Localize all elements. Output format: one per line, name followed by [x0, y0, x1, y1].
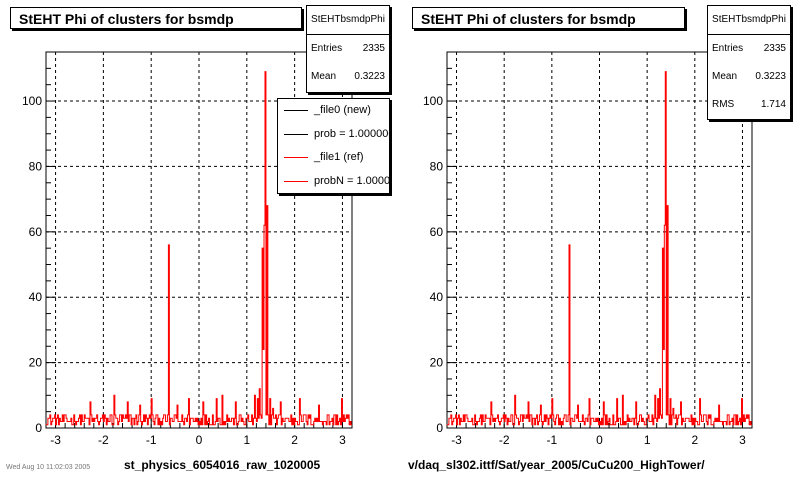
legend-label-probn: probN = 1.000000: [314, 174, 390, 187]
left-legend: _file0 (new) prob = 1.000000 _file1 (ref…: [277, 98, 390, 194]
histogram-line: [46, 71, 352, 426]
legend-label-prob: prob = 1.000000: [314, 127, 390, 140]
legend-entry-probn: probN = 1.000000: [278, 170, 389, 194]
x-tick-label: 2: [291, 433, 298, 447]
left-plot-title: StEHT Phi of clusters for bsmdp: [10, 7, 302, 29]
x-tick-label: -1: [547, 433, 558, 447]
right-entries-label: Entries: [712, 43, 744, 54]
right-mean-label: Mean: [712, 71, 738, 82]
right-stats-rms-row: RMS 1.714: [708, 91, 790, 119]
x-tick-label: 0: [196, 433, 203, 447]
right-x-axis-title: v/daq_sl302.ittf/Sat/year_2005/CuCu200_H…: [408, 458, 705, 472]
left-stats-mean-row: Mean 0.3223: [307, 63, 389, 91]
left-x-axis-title: st_physics_6054016_raw_1020005: [124, 458, 321, 472]
x-tick-label: -2: [499, 433, 510, 447]
y-tick-label: 0: [436, 421, 443, 435]
y-tick-label: 80: [29, 159, 43, 173]
right-rms-label: RMS: [712, 99, 735, 110]
right-rms-value: 1.714: [760, 99, 786, 110]
x-tick-label: 1: [243, 433, 250, 447]
x-tick-label: -2: [98, 433, 109, 447]
left-mean-label: Mean: [311, 71, 337, 82]
legend-entry-file0: _file0 (new): [278, 99, 389, 123]
y-tick-label: 0: [35, 421, 42, 435]
left-mean-value: 0.3223: [354, 71, 385, 82]
right-stats-mean-row: Mean 0.3223: [708, 63, 790, 91]
legend-line-file1: [284, 157, 308, 158]
right-stats-entries-row: Entries 2335: [708, 35, 790, 63]
y-tick-label: 100: [22, 94, 42, 108]
x-tick-label: 0: [596, 433, 603, 447]
y-tick-label: 40: [430, 290, 444, 304]
legend-line-probn: [284, 180, 308, 182]
right-plot-title: StEHT Phi of clusters for bsmdp: [412, 7, 685, 29]
left-stats-name: StEHTbsmdpPhi: [307, 6, 389, 35]
y-tick-label: 60: [29, 225, 43, 239]
right-plot: -3 -2 -1 0 1 2 3 0 20 40 60 80 100: [423, 51, 753, 447]
legend-line-file0: [284, 110, 308, 111]
histogram-line: [447, 71, 752, 426]
left-stats-entries-row: Entries 2335: [307, 35, 389, 63]
right-stats-name: StEHTbsmdpPhi: [708, 6, 790, 35]
y-tick-label: 40: [29, 290, 43, 304]
right-mean-value: 0.3223: [755, 71, 786, 82]
x-tick-label: 3: [339, 433, 346, 447]
left-entries-label: Entries: [311, 43, 343, 54]
legend-entry-prob: prob = 1.000000: [278, 123, 389, 147]
right-stats-box: StEHTbsmdpPhi Entries 2335 Mean 0.3223 R…: [707, 5, 791, 120]
right-entries-value: 2335: [763, 43, 786, 54]
x-tick-label: -3: [50, 433, 61, 447]
legend-entry-file1: _file1 (ref): [278, 146, 389, 170]
legend-label-file0: _file0 (new): [314, 104, 371, 116]
x-tick-label: 2: [691, 433, 698, 447]
legend-label-file1: _file1 (ref): [314, 151, 364, 163]
left-entries-value: 2335: [362, 43, 385, 54]
legend-line-prob: [284, 133, 308, 135]
y-tick-label: 60: [430, 225, 444, 239]
left-stats-box: StEHTbsmdpPhi Entries 2335 Mean 0.3223: [306, 5, 390, 93]
x-tick-label: -3: [451, 433, 462, 447]
y-tick-label: 100: [423, 94, 443, 108]
x-tick-label: -1: [146, 433, 157, 447]
x-tick-label: 1: [644, 433, 651, 447]
timestamp-footnote: Wed Aug 10 11:02:03 2005: [6, 464, 91, 471]
x-tick-label: 3: [739, 433, 746, 447]
y-tick-label: 20: [29, 356, 43, 370]
y-tick-label: 20: [430, 356, 444, 370]
y-tick-label: 80: [430, 159, 444, 173]
